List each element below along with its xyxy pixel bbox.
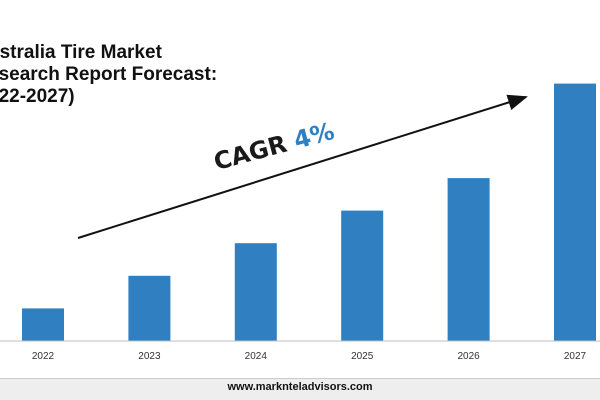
bar-2022 — [22, 308, 64, 341]
title-line-2: esearch Report Forecast: — [0, 64, 218, 85]
trend-arrow — [77, 94, 528, 239]
bar-2024 — [234, 243, 277, 341]
bar-2026 — [447, 178, 490, 341]
x-tick-label-2025: 2025 — [351, 351, 374, 362]
bar-2025 — [341, 210, 384, 341]
x-tick-label-2026: 2026 — [457, 351, 480, 362]
footer-bar: www.marknteladvisors.com — [0, 378, 600, 400]
title-line-3: 022-2027) — [0, 86, 75, 107]
bar-2027 — [554, 83, 596, 341]
bar-2023 — [128, 275, 171, 341]
footer-divider — [0, 378, 600, 379]
x-tick-label-2023: 2023 — [138, 351, 161, 362]
x-tick-label-2022: 2022 — [32, 351, 55, 362]
footer-url: www.marknteladvisors.com — [227, 381, 373, 393]
x-tick-label-2024: 2024 — [245, 351, 268, 362]
title-line-1: ustralia Tire Market — [0, 42, 162, 63]
chart-title: ustralia Tire Market esearch Report Fore… — [0, 42, 217, 108]
x-tick-label-2027: 2027 — [564, 351, 587, 362]
